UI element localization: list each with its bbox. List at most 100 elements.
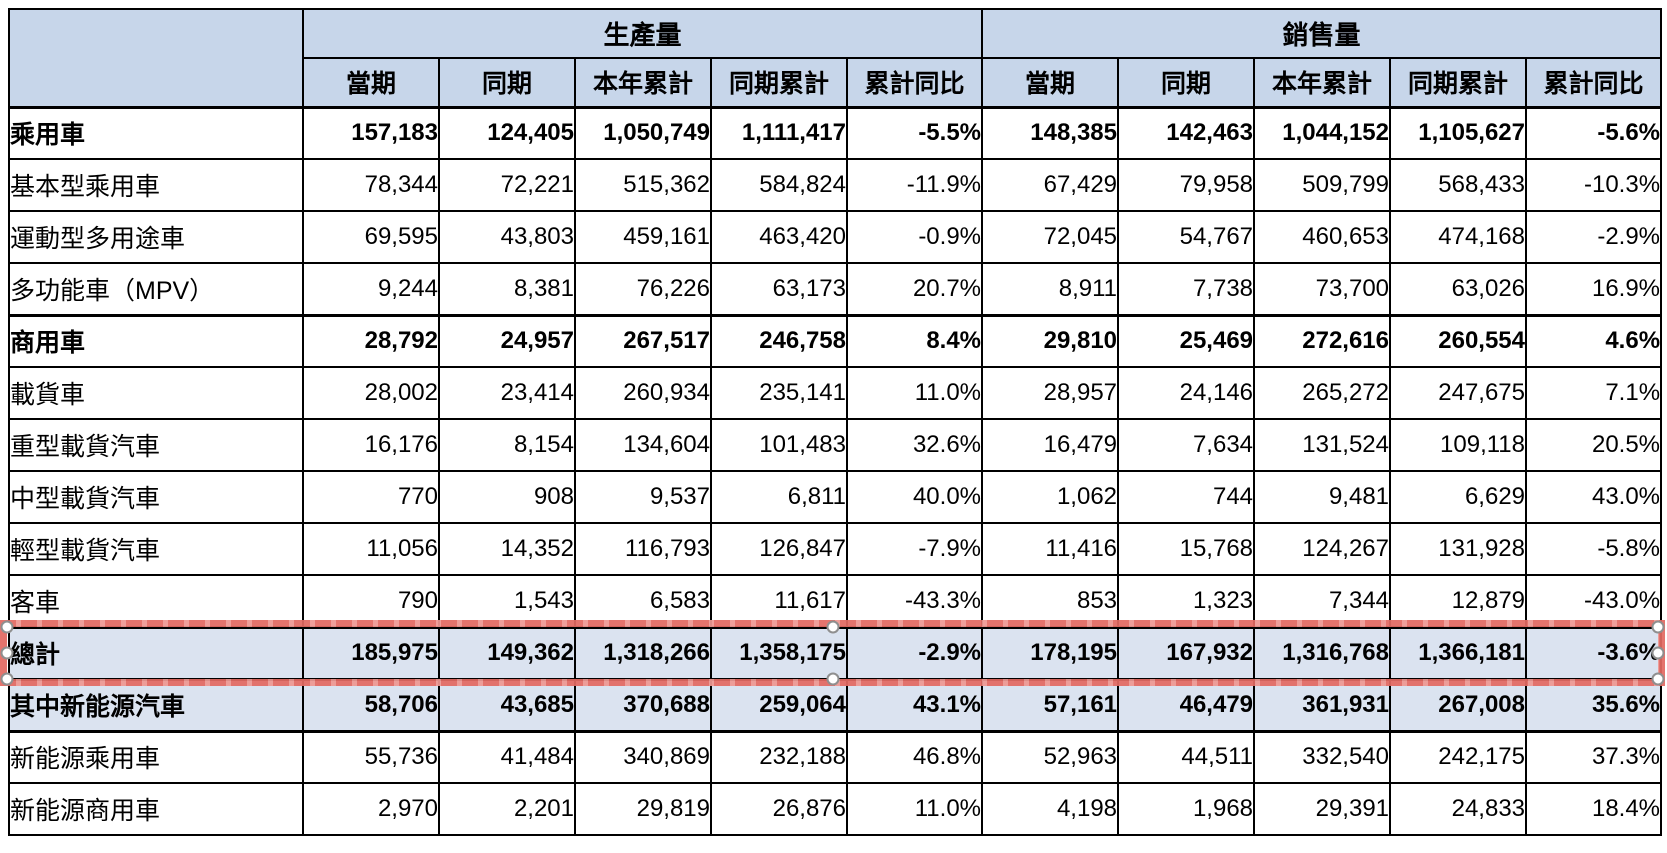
cell-value: -5.5%: [845, 105, 984, 160]
cell-value: 20.7%: [845, 262, 984, 316]
cell-value: 11,416: [981, 522, 1120, 576]
cell-value: 43.1%: [845, 677, 984, 732]
cell-value: 29,391: [1253, 782, 1392, 836]
row-label: 運動型多用途車: [8, 210, 304, 264]
table-row: 總計 185,975 149,362 1,318,266 1,358,175 -2.9% 1…: [8, 625, 1663, 680]
cell-value: 58,706: [302, 677, 440, 732]
sub-header-row: 當期 同期 本年累計 同期累計 累計同比 當期 同期 本年累計 同期累計 累計同…: [9, 57, 1663, 109]
row-label: 總計: [8, 625, 304, 680]
cell-value: -5.6%: [1525, 105, 1663, 160]
col-header-sales-prior-ytd: 同期累計: [1389, 57, 1528, 109]
cell-value: 7,738: [1117, 262, 1256, 316]
cell-value: 6,629: [1389, 470, 1528, 524]
cell-value: 40.0%: [845, 470, 984, 524]
cell-value: 265,272: [1253, 366, 1392, 420]
cell-value: 267,008: [1389, 677, 1528, 732]
cell-value: 509,799: [1253, 158, 1392, 212]
cell-value: 7,634: [1117, 418, 1256, 472]
cell-value: 853: [981, 574, 1120, 628]
cell-value: 2,970: [302, 782, 440, 836]
cell-value: 247,675: [1389, 366, 1528, 420]
cell-value: 25,469: [1117, 313, 1256, 368]
table-row: 新能源商用車 2,970 2,201 29,819 26,876 11.0% 4,198 1,…: [8, 782, 1663, 836]
cell-value: 260,934: [574, 366, 712, 420]
cell-value: 16.9%: [1525, 262, 1663, 316]
cell-value: 1,358,175: [710, 625, 848, 680]
cell-value: 44,511: [1117, 729, 1256, 784]
row-label: 乘用車: [8, 105, 304, 160]
cell-value: 340,869: [574, 729, 712, 784]
cell-value: -2.9%: [845, 625, 984, 680]
cell-value: -0.9%: [845, 210, 984, 264]
table-row: 重型載貨汽車 16,176 8,154 134,604 101,483 32.6% 16,4…: [8, 418, 1663, 472]
row-label: 輕型載貨汽車: [8, 522, 304, 576]
cell-value: 52,963: [981, 729, 1120, 784]
cell-value: -7.9%: [845, 522, 984, 576]
row-label: 其中新能源汽車: [8, 677, 304, 732]
cell-value: 24,146: [1117, 366, 1256, 420]
cell-value: 43.0%: [1525, 470, 1663, 524]
cell-value: 72,221: [438, 158, 576, 212]
cell-value: 8,911: [981, 262, 1120, 316]
cell-value: 20.5%: [1525, 418, 1663, 472]
cell-value: 267,517: [574, 313, 712, 368]
cell-value: 463,420: [710, 210, 848, 264]
group-header-row: 生產量 銷售量: [8, 8, 1663, 108]
cell-value: 41,484: [438, 729, 576, 784]
table-header: 生產量 銷售量 當期 同期 本年累計 同期累計 累計同比 當期 同期 本年累計 …: [8, 8, 1663, 109]
cell-value: 57,161: [981, 677, 1120, 732]
cell-value: 474,168: [1389, 210, 1528, 264]
cell-value: 9,244: [302, 262, 440, 316]
cell-value: 29,810: [981, 313, 1120, 368]
cell-value: -10.3%: [1525, 158, 1663, 212]
cell-value: 790: [302, 574, 440, 628]
cell-value: 12,879: [1389, 574, 1528, 628]
cell-value: 8.4%: [845, 313, 984, 368]
cell-value: 73,700: [1253, 262, 1392, 316]
cell-value: 116,793: [574, 522, 712, 576]
row-label: 基本型乘用車: [8, 158, 304, 212]
cell-value: 29,819: [574, 782, 712, 836]
table-row: 其中新能源汽車 58,706 43,685 370,688 259,064 43.1% 57…: [8, 677, 1663, 732]
row-label: 重型載貨汽車: [8, 418, 304, 472]
cell-value: 568,433: [1389, 158, 1528, 212]
cell-value: 16,176: [302, 418, 440, 472]
cell-value: 35.6%: [1525, 677, 1663, 732]
table-row: 新能源乘用車 55,736 41,484 340,869 232,188 46.8% 52,…: [8, 729, 1663, 784]
cell-value: 63,026: [1389, 262, 1528, 316]
cell-value: 109,118: [1389, 418, 1528, 472]
cell-value: 361,931: [1253, 677, 1392, 732]
cell-value: 134,604: [574, 418, 712, 472]
cell-value: 7,344: [1253, 574, 1392, 628]
cell-value: 131,524: [1253, 418, 1392, 472]
cell-value: 72,045: [981, 210, 1120, 264]
cell-value: 260,554: [1389, 313, 1528, 368]
cell-value: 9,481: [1253, 470, 1392, 524]
cell-value: 79,958: [1117, 158, 1256, 212]
cell-value: 744: [1117, 470, 1256, 524]
col-header-sales-ytd: 本年累計: [1253, 57, 1392, 109]
cell-value: 28,002: [302, 366, 440, 420]
corner-cell: [8, 8, 304, 108]
col-header-prod-prior-ytd: 同期累計: [710, 57, 848, 109]
cell-value: 131,928: [1389, 522, 1528, 576]
row-label: 新能源乘用車: [8, 729, 304, 784]
cell-value: 43,685: [438, 677, 576, 732]
cell-value: 1,316,768: [1253, 625, 1392, 680]
table-row: 輕型載貨汽車 11,056 14,352 116,793 126,847 -7.9% 11,…: [8, 522, 1663, 576]
cell-value: 16,479: [981, 418, 1120, 472]
cell-value: 26,876: [710, 782, 848, 836]
table-row: 多功能車（MPV） 9,244 8,381 76,226 63,173 20.7% 8,91…: [8, 262, 1663, 316]
row-label: 新能源商用車: [8, 782, 304, 836]
cell-value: 8,381: [438, 262, 576, 316]
cell-value: 54,767: [1117, 210, 1256, 264]
cell-value: 46.8%: [845, 729, 984, 784]
col-header-sales-current: 當期: [981, 57, 1120, 109]
cell-value: 76,226: [574, 262, 712, 316]
cell-value: 8,154: [438, 418, 576, 472]
cell-value: -11.9%: [845, 158, 984, 212]
cell-value: 1,318,266: [574, 625, 712, 680]
cell-value: 37.3%: [1525, 729, 1663, 784]
cell-value: -43.0%: [1525, 574, 1663, 628]
